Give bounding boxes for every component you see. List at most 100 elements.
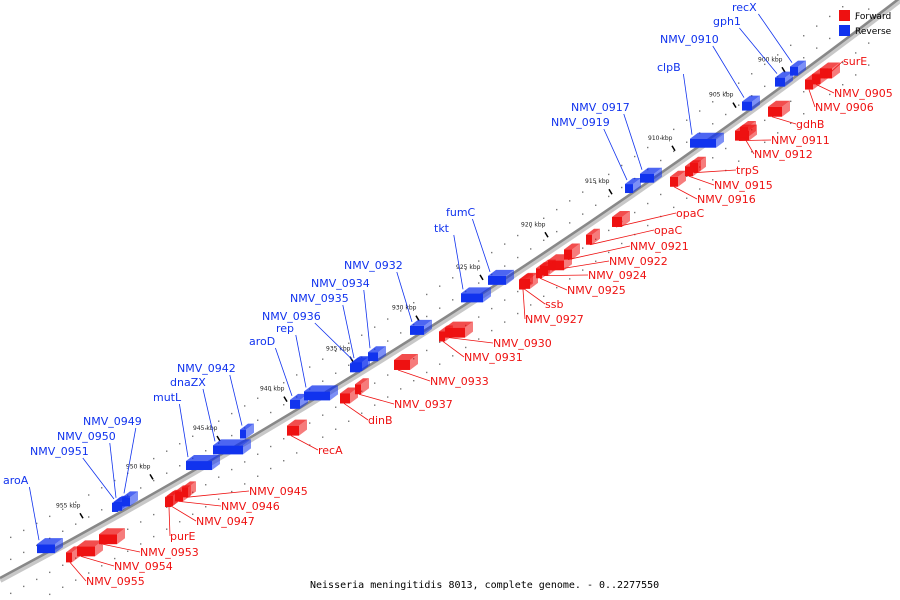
gene-box-side [820, 68, 828, 85]
gene-box-side [330, 385, 338, 401]
gene-box-side [246, 423, 254, 439]
forward-gene-leader [185, 490, 250, 498]
gene-box-top [304, 385, 338, 392]
forward-gene-leader [102, 543, 141, 553]
reverse-gene-label: fumC [446, 206, 476, 219]
guide-dot [738, 82, 740, 84]
gene-box-side [118, 496, 126, 512]
forward-gene-label: NMV_0924 [588, 269, 647, 282]
gene-box-front [37, 544, 55, 554]
kbp-label: 905 kbp [709, 92, 734, 99]
guide-dot [699, 188, 701, 190]
guide-dot [855, 74, 857, 76]
guide-dot [595, 182, 597, 184]
gene-box-side [424, 319, 432, 335]
forward-gene-leader [69, 562, 87, 582]
gene-box-front [670, 176, 678, 187]
gene-box-side [633, 178, 641, 194]
guide-dot [686, 141, 688, 143]
guide-dot [244, 461, 246, 463]
gene-box-front [394, 359, 410, 370]
gene-box-side [360, 357, 368, 373]
genome-caption: Neisseria meningitidis 8013, complete ge… [310, 580, 659, 591]
reverse-gene-leader [623, 113, 643, 170]
guide-dot [699, 110, 701, 112]
gene-box-top [586, 228, 600, 235]
gene-box-side [813, 73, 821, 90]
forward-gene-box [66, 546, 80, 563]
gene-box-side [300, 393, 308, 409]
forward-gene-label: NMV_0953 [140, 546, 199, 559]
gene-box-top [340, 387, 358, 394]
guide-dot [88, 516, 90, 518]
forward-gene-leader [551, 260, 610, 271]
gene-box-front [304, 391, 330, 401]
gene-box-side [378, 346, 386, 362]
reverse-gene-box [37, 538, 63, 554]
guide-dot [660, 137, 662, 140]
guide-dot [296, 374, 298, 376]
forward-gene-label: NMV_0947 [196, 515, 255, 528]
guide-dot [36, 578, 38, 581]
reverse-gene-label: NMV_0942 [177, 362, 236, 375]
forward-gene-box [685, 160, 701, 177]
guide-dot [387, 396, 389, 398]
kbp-tick [781, 66, 786, 73]
reverse-gene-box [742, 95, 760, 111]
forward-gene-label: NMV_0930 [493, 337, 552, 350]
guide-dot [530, 248, 532, 250]
guide-dot [439, 341, 441, 343]
reverse-gene-label: NMV_0910 [660, 33, 719, 46]
reverse-gene-box [350, 357, 368, 373]
guide-dot [361, 334, 363, 336]
guide-dot [270, 445, 272, 448]
guide-dot [75, 501, 77, 503]
reverse-gene-box [112, 496, 126, 512]
gene-box-front [536, 268, 542, 279]
legend-reverse-label: Reverse [855, 27, 892, 37]
gene-box-front [240, 429, 246, 439]
reverse-gene-box [790, 60, 806, 76]
guide-dot [582, 269, 584, 271]
guide-dot [439, 285, 441, 287]
guide-dot [257, 453, 259, 455]
gene-box-front [805, 79, 813, 90]
guide-dot [491, 329, 493, 332]
guide-dot [140, 543, 142, 545]
kbp-label: 915 kbp [585, 178, 610, 185]
forward-gene-label: opaC [676, 207, 704, 220]
gene-box-side [542, 262, 550, 279]
guide-dot [621, 164, 623, 167]
guide-dot [218, 476, 220, 478]
guide-dot [777, 132, 779, 134]
gene-box-side [752, 95, 760, 111]
gene-box-top [768, 100, 790, 107]
legend-reverse-swatch [839, 25, 850, 36]
gene-box-front [439, 331, 445, 342]
gene-box-side [782, 100, 790, 117]
guide-dot [283, 438, 285, 440]
guide-dot [88, 494, 90, 496]
forward-gene-label: trpS [736, 164, 759, 177]
guide-dot [426, 349, 428, 352]
guide-dot [387, 318, 389, 320]
gene-box-top [368, 346, 386, 353]
gene-box-top [66, 546, 80, 553]
gene-box-top [461, 287, 491, 294]
guide-dot [660, 159, 662, 162]
guide-dot [712, 123, 714, 125]
reverse-gene-box [690, 132, 724, 148]
guide-dot [634, 211, 636, 214]
guide-dot [478, 316, 480, 318]
guide-dot [543, 239, 545, 242]
gene-box-side [95, 540, 103, 557]
gene-box-side [483, 287, 491, 303]
gene-box-top [165, 491, 179, 498]
kbp-tick [149, 473, 154, 480]
guide-dot [712, 179, 714, 181]
forward-gene-box [77, 540, 103, 557]
guide-dot [49, 571, 51, 574]
forward-gene-box [439, 325, 453, 342]
forward-gene-label: NMV_0931 [464, 351, 523, 364]
guide-dot [569, 222, 571, 224]
